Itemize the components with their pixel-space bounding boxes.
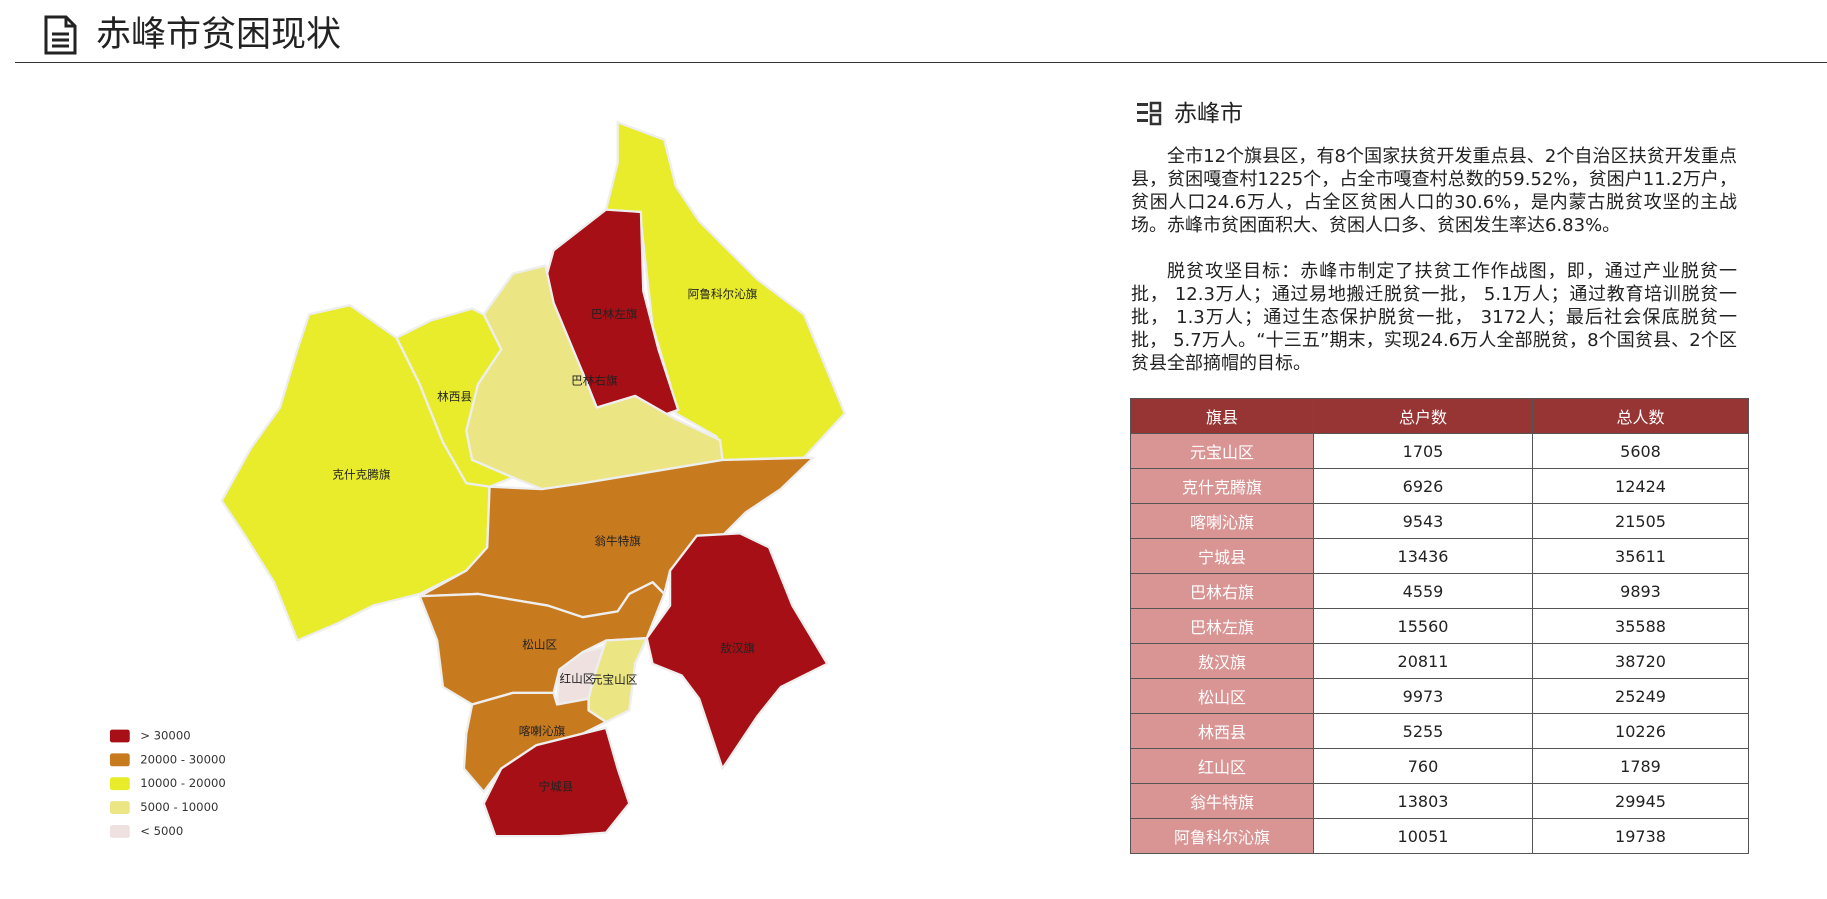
header-rule [15,62,1827,63]
table-cell: 9543 [1313,503,1533,539]
region-label: 翁牛特旗 [594,534,641,548]
table-cell: 阿鲁科尔沁旗 [1130,818,1314,854]
region-label: 元宝山区 [591,673,638,687]
table-row: 红山区 760 1789 [1130,748,1749,784]
table-row: 敖汉旗 20811 38720 [1130,643,1749,679]
paragraph: 全市12个旗县区，有8个国家扶贫开发重点县、2个自治区扶贫开发重点县，贫困嘎查村… [1131,146,1737,236]
map-region [645,532,829,770]
table-row: 喀喇沁旗 9543 21505 [1130,503,1749,539]
legend-swatch [109,801,130,814]
table-cell: 翁牛特旗 [1130,783,1314,819]
region-label: 巴林左旗 [591,307,638,321]
table-row: 松山区 9973 25249 [1130,678,1749,714]
table-row: 阿鲁科尔沁旗 10051 19738 [1130,818,1749,854]
region-label: 阿鲁科尔沁旗 [688,287,758,301]
table-cell: 5255 [1313,713,1533,749]
table-header-cell: 旗县 [1130,398,1314,434]
table-cell: 21505 [1532,503,1749,539]
legend-label: > 30000 [140,728,190,742]
table-cell: 林西县 [1130,713,1314,749]
table-cell: 13803 [1313,783,1533,819]
table-cell: 红山区 [1130,748,1314,784]
table-cell: 5608 [1532,433,1749,469]
table-row: 元宝山区 1705 5608 [1130,433,1749,469]
table-row: 翁牛特旗 13803 29945 [1130,783,1749,819]
region-label: 喀喇沁旗 [519,724,566,738]
table-cell: 35611 [1532,538,1749,574]
table-row: 巴林右旗 4559 9893 [1130,573,1749,609]
region-label: 松山区 [522,638,557,652]
table-row: 克什克腾旗 6926 12424 [1130,468,1749,504]
table-cell: 35588 [1532,608,1749,644]
legend-label: 5000 - 10000 [140,800,218,814]
table-cell: 宁城县 [1130,538,1314,574]
table-cell: 10051 [1313,818,1533,854]
map-region [482,726,631,838]
table-row: 巴林左旗 15560 35588 [1130,608,1749,644]
table-row: 宁城县 13436 35611 [1130,538,1749,574]
table-cell: 760 [1313,748,1533,784]
table-cell: 20811 [1313,643,1533,679]
table-cell: 12424 [1532,468,1749,504]
table-cell: 9973 [1313,678,1533,714]
table-cell: 喀喇沁旗 [1130,503,1314,539]
paragraph: 脱贫攻坚目标：赤峰市制定了扶贫工作作战图，即，通过产业脱贫一批， 12.3万人；… [1131,261,1737,374]
header-icon [44,15,77,55]
table-cell: 13436 [1313,538,1533,574]
table-cell: 6926 [1313,468,1533,504]
table-cell: 19738 [1532,818,1749,854]
legend-label: 20000 - 30000 [140,752,226,766]
table-cell: 敖汉旗 [1130,643,1314,679]
table-cell: 松山区 [1130,678,1314,714]
table-cell: 元宝山区 [1130,433,1314,469]
table-cell: 25249 [1532,678,1749,714]
region-label: 宁城县 [538,780,573,794]
table-cell: 巴林右旗 [1130,573,1314,609]
table-cell: 克什克腾旗 [1130,468,1314,504]
table-cell: 巴林左旗 [1130,608,1314,644]
legend-swatch [109,753,130,767]
section-icon [1137,101,1162,126]
table-row: 林西县 5255 10226 [1130,713,1749,749]
header-title: 赤峰市贫困现状 [96,15,342,55]
region-label: 克什克腾旗 [332,468,391,482]
region-label: 林西县 [437,390,472,404]
map-region [220,303,491,642]
legend-swatch [109,825,130,838]
table-header-cell: 总人数 [1532,398,1749,434]
region-label: 红山区 [559,671,594,685]
table-cell: 1789 [1532,748,1749,784]
table-cell: 1705 [1313,433,1533,469]
table-header-cell: 总户数 [1313,398,1533,434]
table-cell: 29945 [1532,783,1749,819]
table-body: 元宝山区 1705 5608 克什克腾旗 6926 12424 喀喇沁旗 9543 21505 宁… [1130,433,1749,854]
region-label: 敖汉旗 [720,641,755,655]
table-cell: 4559 [1313,573,1533,609]
region-label: 巴林右旗 [571,373,618,387]
legend-label: 10000 - 20000 [140,776,226,790]
table-cell: 10226 [1532,713,1749,749]
table-cell: 9893 [1532,573,1749,609]
legend-label: < 5000 [140,824,183,838]
table-cell: 38720 [1532,643,1749,679]
table-cell: 15560 [1313,608,1533,644]
table-header-row: 旗县 总户数 总人数 [1130,398,1749,434]
map-region [462,691,608,794]
legend-swatch [109,777,130,791]
data-table: 旗县 总户数 总人数 元宝山区 1705 5608 克什克腾旗 6926 12424 喀喇沁旗 9… [1130,398,1749,854]
legend-swatch [109,729,130,743]
section-title: 赤峰市 [1174,101,1243,127]
